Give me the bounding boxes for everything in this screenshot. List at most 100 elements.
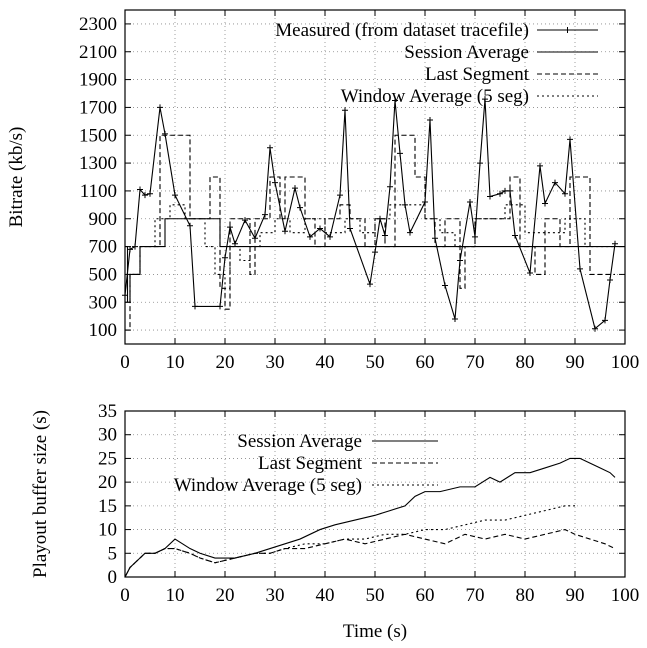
data-point: [282, 228, 288, 235]
legend: Measured (from dataset tracefile)Session…: [275, 20, 598, 107]
y-tick-label: 0: [108, 567, 118, 588]
y-tick-label: 35: [98, 401, 117, 422]
plot-frame: [124, 9, 626, 345]
data-point: [162, 130, 168, 137]
data-point: [487, 193, 493, 200]
y-tick-label: 10: [98, 520, 117, 541]
x-tick-label: 70: [466, 352, 485, 373]
bitrate-chart: 0 10 20 30 40 50 60 70 80 90 100 100 300 500 700 900 110…: [6, 9, 640, 373]
data-point: [347, 225, 353, 232]
x-tick-label: 60: [416, 585, 435, 606]
data-point: [137, 186, 143, 193]
x-tick-label: 10: [166, 352, 185, 373]
data-point: [552, 179, 558, 186]
data-point: [267, 144, 273, 151]
data-point: [307, 233, 313, 240]
y-tick-label: 5: [108, 543, 118, 564]
legend-label: Last Segment: [258, 453, 363, 474]
data-point: [327, 233, 333, 240]
data-point: [527, 270, 533, 277]
series-line-2: [125, 134, 615, 331]
x-tick-label: 40: [316, 585, 335, 606]
x-tick-label: 100: [611, 352, 640, 373]
legend-marker: [564, 27, 571, 33]
x-tick-label: 90: [566, 585, 585, 606]
data-point: [577, 265, 583, 272]
x-tick-label: 30: [266, 585, 285, 606]
legend-label: Measured (from dataset tracefile): [275, 20, 529, 41]
data-point: [562, 190, 568, 197]
data-point: [142, 192, 148, 199]
y-tick-label: 2300: [79, 14, 117, 35]
data-point: [397, 150, 403, 157]
legend-label: Window Average (5 seg): [174, 475, 362, 496]
x-tick-label: 80: [516, 585, 535, 606]
x-tick-label: 50: [366, 585, 385, 606]
y-tick-label: 500: [89, 264, 118, 285]
y-tick-label: 2100: [79, 42, 117, 63]
y-tick-label: 1100: [80, 181, 117, 202]
data-point: [452, 315, 458, 322]
y-tick-label: 15: [98, 496, 117, 517]
y-tick-label: 900: [89, 209, 118, 230]
y-axis-label: Bitrate (kb/s): [6, 127, 27, 228]
data-point: [392, 97, 398, 104]
data-point: [602, 317, 608, 324]
data-point: [192, 303, 198, 310]
y-tick-label: 700: [89, 237, 118, 258]
data-point: [337, 192, 343, 199]
x-tick-label: 0: [120, 585, 130, 606]
data-point: [592, 325, 598, 332]
data-point: [342, 107, 348, 114]
data-point: [272, 179, 278, 186]
legend-label: Last Segment: [425, 64, 530, 85]
y-tick-label: 20: [98, 472, 117, 493]
series-line-2: [124, 505, 575, 578]
data-point: [442, 282, 448, 289]
x-tick-label: 40: [316, 352, 335, 373]
data-point: [372, 249, 378, 256]
x-tick-label: 20: [216, 352, 235, 373]
data-point: [387, 183, 393, 190]
y-tick-label: 25: [98, 448, 117, 469]
data-point: [222, 254, 228, 261]
series-line-1: [124, 528, 616, 578]
data-point: [132, 243, 138, 250]
data-point: [292, 185, 298, 192]
x-tick-label: 60: [416, 352, 435, 373]
data-point: [297, 204, 303, 211]
data-point: [427, 116, 433, 123]
legend-label: Window Average (5 seg): [341, 86, 529, 107]
data-point: [262, 211, 268, 218]
x-tick-label: 90: [566, 352, 585, 373]
data-point: [482, 96, 488, 103]
x-tick-label: 80: [516, 352, 535, 373]
data-point: [232, 240, 238, 247]
y-tick-label: 1900: [79, 70, 117, 91]
data-point: [512, 232, 518, 239]
data-point: [497, 190, 503, 197]
data-point: [607, 276, 613, 283]
plot-frame: [124, 410, 626, 578]
data-point: [537, 162, 543, 169]
data-point: [317, 225, 323, 232]
data-point: [172, 192, 178, 199]
data-point: [477, 160, 483, 167]
data-point: [542, 200, 548, 207]
data-point: [157, 104, 163, 111]
data-point: [147, 190, 153, 197]
data-point: [467, 199, 473, 206]
y-tick-label: 1500: [79, 125, 117, 146]
series-line-0: [124, 457, 616, 578]
x-tick-label: 30: [266, 352, 285, 373]
series-line-1: [125, 218, 625, 303]
series-line-0: [124, 99, 616, 330]
data-point: [612, 240, 618, 247]
x-tick-label: 10: [166, 585, 185, 606]
y-tick-label: 1300: [79, 153, 117, 174]
buffer-chart: 0 10 20 30 40 50 60 70 80 90 10005101520253035Play…: [30, 401, 639, 642]
x-tick-label: 50: [366, 352, 385, 373]
legend-label: Session Average: [237, 431, 362, 452]
x-tick-label: 100: [611, 585, 640, 606]
